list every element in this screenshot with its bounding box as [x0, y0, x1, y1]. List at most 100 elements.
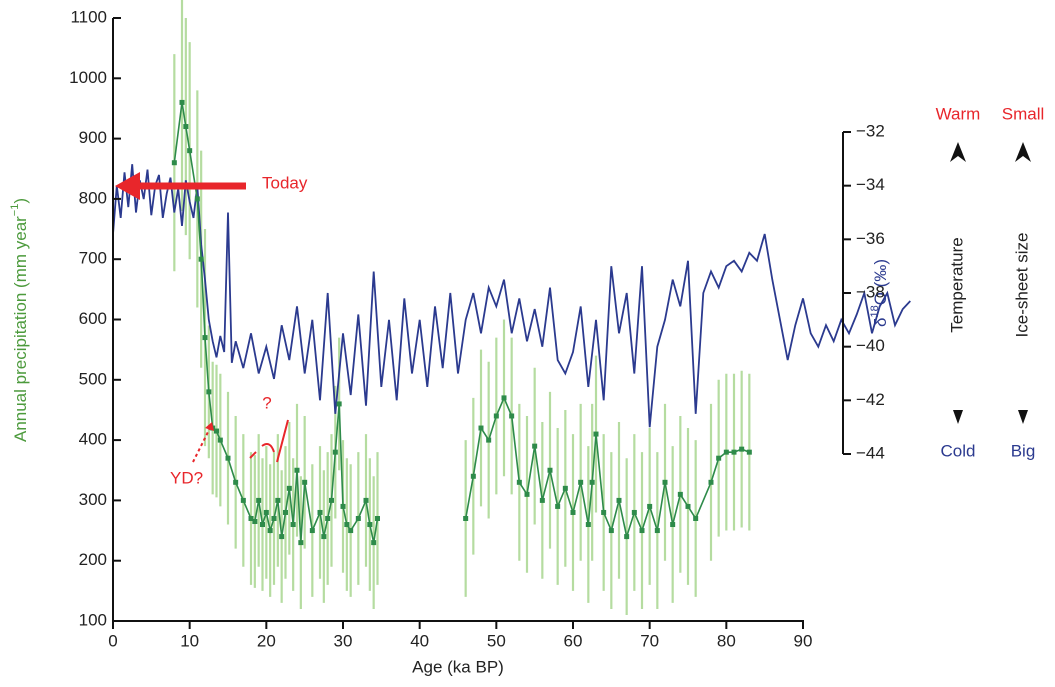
y2-label-text: δ — [871, 318, 890, 327]
up-arrowhead — [950, 142, 966, 162]
data-point — [317, 509, 323, 515]
y2-tick-label: −40 — [856, 336, 885, 355]
data-point — [501, 395, 507, 401]
data-point — [493, 413, 499, 419]
data-point — [555, 503, 561, 509]
data-point — [344, 522, 350, 528]
indicator-label: Ice-sheet size — [1012, 233, 1031, 338]
data-point — [194, 196, 200, 202]
data-point — [248, 515, 254, 521]
y2-tick-label: −34 — [856, 175, 885, 194]
y-tick-label: 200 — [79, 550, 107, 569]
data-point — [739, 446, 745, 452]
precipitation-line — [173, 102, 750, 543]
data-point — [294, 467, 300, 473]
data-point — [616, 497, 622, 503]
down-arrowhead — [1018, 410, 1028, 424]
y-label-text: Annual precipitation (mm year — [11, 216, 30, 442]
data-point — [670, 522, 676, 528]
data-point — [256, 497, 262, 503]
data-point — [286, 485, 292, 491]
x-tick-label: 70 — [640, 631, 659, 650]
indicator-bottom: Cold — [941, 441, 976, 460]
data-point — [539, 497, 545, 503]
today-arrowhead — [115, 172, 140, 200]
data-point — [562, 485, 568, 491]
data-point — [217, 437, 223, 443]
x-tick-label: 10 — [180, 631, 199, 650]
data-point — [509, 413, 515, 419]
data-point — [470, 473, 476, 479]
data-point — [183, 124, 189, 130]
data-point — [252, 519, 258, 525]
data-point — [363, 497, 369, 503]
indicator-top: Warm — [936, 104, 981, 123]
data-point — [585, 522, 591, 528]
data-point — [198, 256, 204, 262]
annotation: Today — [262, 173, 308, 192]
data-point — [731, 449, 737, 455]
data-point — [624, 534, 630, 540]
y2-tick-label: −38 — [856, 282, 885, 301]
data-point — [589, 479, 595, 485]
data-point — [516, 479, 522, 485]
data-point — [187, 148, 193, 154]
y2-tick-label: −32 — [856, 121, 885, 140]
data-point — [547, 467, 553, 473]
data-point — [271, 515, 277, 521]
x-tick-label: 90 — [794, 631, 813, 650]
x-tick-label: 30 — [334, 631, 353, 650]
data-point — [746, 449, 752, 455]
y-tick-label: 1000 — [69, 68, 107, 87]
data-point — [348, 528, 354, 534]
yd-arrowhead — [205, 422, 214, 431]
yd-arrow — [192, 427, 211, 463]
annotation: ? — [262, 393, 271, 412]
data-point — [570, 509, 576, 515]
y2-tick-label: −44 — [856, 443, 885, 462]
y-tick-label: 1100 — [70, 7, 107, 26]
data-point — [214, 428, 219, 434]
main-layer — [112, 99, 911, 546]
data-point — [463, 515, 469, 521]
y2-label-sup: 18 — [869, 305, 881, 317]
data-point — [340, 503, 346, 509]
x-tick-label: 0 — [108, 631, 117, 650]
data-point — [260, 522, 265, 528]
data-point — [171, 160, 177, 166]
y-tick-label: 800 — [79, 188, 107, 207]
data-point — [302, 479, 308, 485]
data-point — [708, 479, 714, 485]
data-point — [309, 528, 315, 534]
data-point — [298, 540, 304, 546]
data-point — [723, 449, 729, 455]
annotation: YD? — [170, 468, 203, 487]
data-point — [662, 479, 668, 485]
y-tick-label: 900 — [79, 128, 107, 147]
data-point — [367, 522, 373, 528]
data-point — [677, 491, 683, 497]
data-point — [608, 528, 614, 534]
data-point — [486, 437, 492, 443]
data-point — [355, 515, 361, 521]
data-point — [693, 515, 699, 521]
data-point — [332, 449, 338, 455]
y-tick-label: 600 — [79, 309, 107, 328]
data-point — [578, 479, 584, 485]
data-point — [233, 479, 239, 485]
x-tick-label: 80 — [717, 631, 736, 650]
question-arrow — [249, 419, 289, 463]
down-arrowhead — [953, 410, 963, 424]
data-point — [321, 534, 327, 540]
data-point — [654, 528, 660, 534]
data-point — [375, 515, 380, 521]
indicator-bottom: Big — [1011, 441, 1036, 460]
x-tick-label: 20 — [257, 631, 276, 650]
data-point — [716, 455, 722, 461]
up-arrowhead — [1015, 142, 1031, 162]
data-point — [240, 497, 246, 503]
y-tick-label: 400 — [79, 430, 107, 449]
data-point — [275, 497, 281, 503]
indicator-top: Small — [1002, 104, 1045, 123]
data-point — [329, 497, 334, 503]
